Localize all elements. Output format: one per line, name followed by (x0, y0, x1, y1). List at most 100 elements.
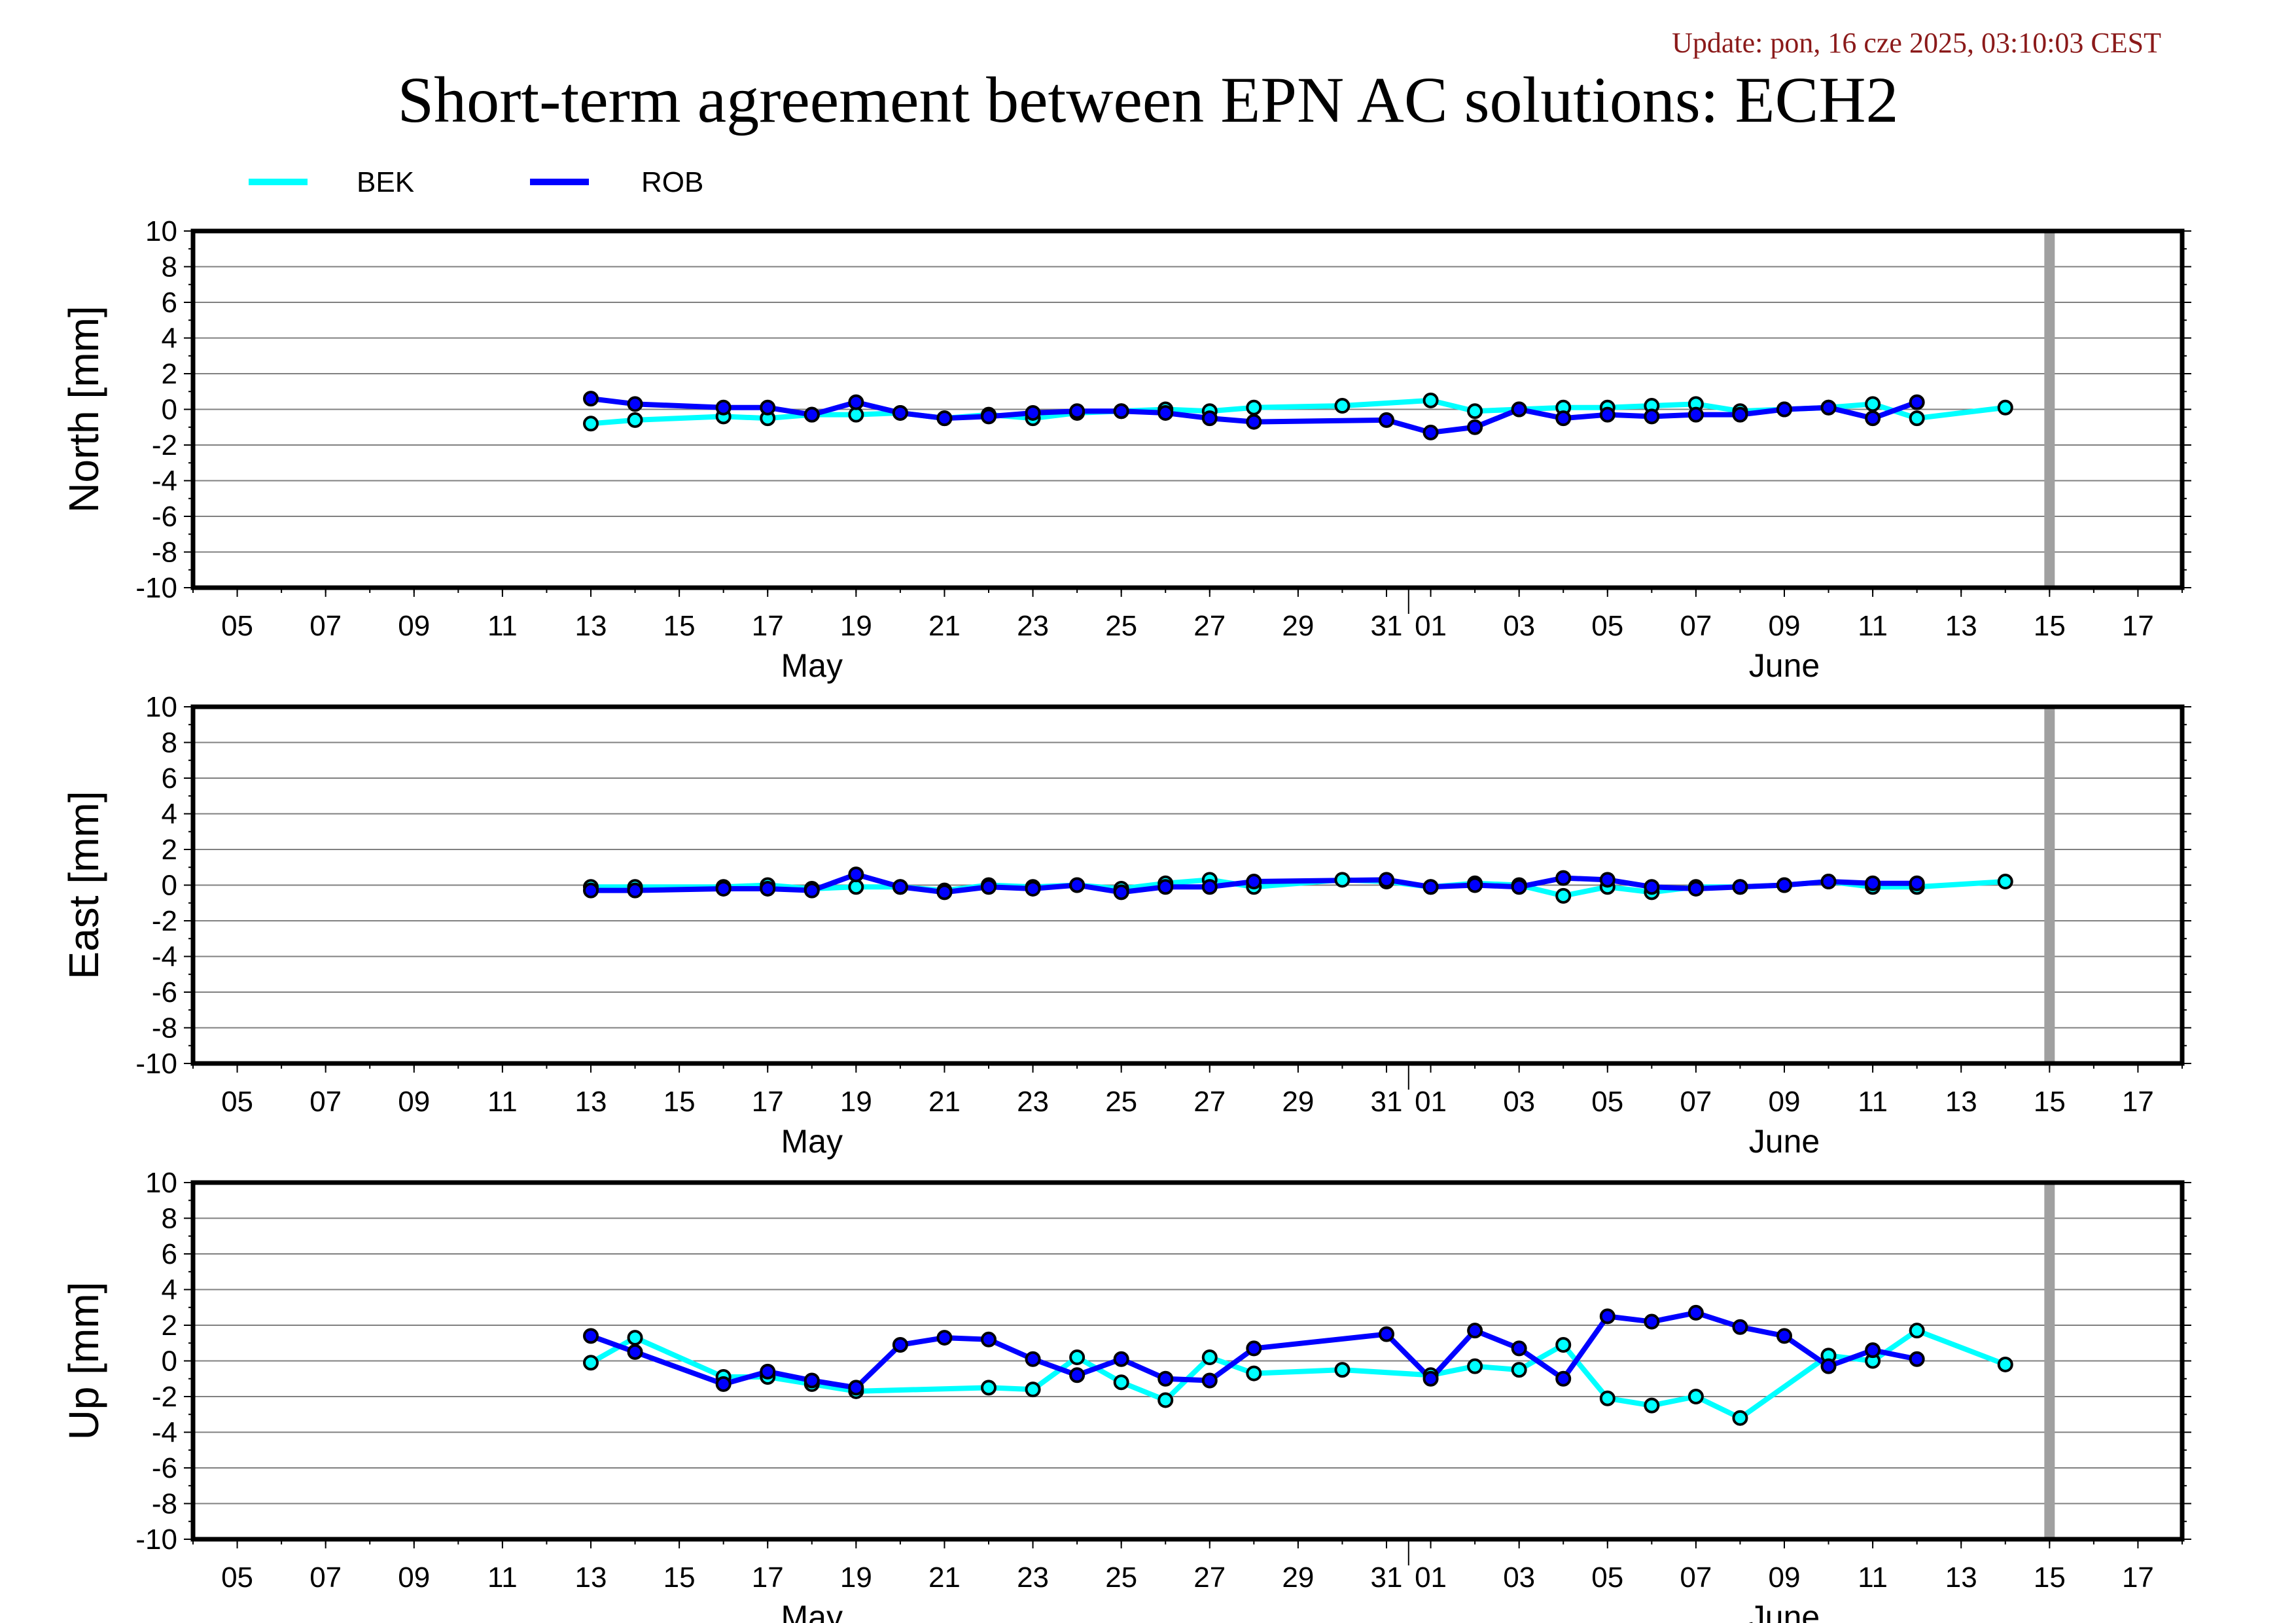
x-tick-label: 19 (840, 610, 872, 642)
x-tick-label: 27 (1193, 1086, 1226, 1118)
x-tick-label: 25 (1105, 610, 1137, 642)
data-point-rob (583, 882, 599, 899)
data-point-rob (981, 879, 997, 895)
data-point-bek (1113, 1374, 1129, 1391)
data-point-bek (1157, 1392, 1174, 1408)
x-tick-label: 07 (309, 1561, 342, 1594)
x-tick-label: 27 (1193, 610, 1226, 642)
y-tick-label: 10 (145, 215, 177, 247)
x-tick-label: 05 (1591, 1561, 1623, 1594)
x-tick-label: 15 (2034, 610, 2066, 642)
data-point-rob (892, 1336, 908, 1353)
data-point-bek (1732, 1410, 1748, 1426)
data-point-rob (1201, 879, 1218, 895)
data-point-rob (804, 1372, 820, 1389)
data-point-rob (715, 880, 732, 897)
data-point-rob (1687, 1304, 1704, 1321)
data-point-rob (1776, 401, 1792, 418)
data-point-rob (1644, 408, 1660, 425)
data-point-rob (1422, 1370, 1439, 1387)
data-point-rob (1157, 404, 1174, 421)
y-tick-label: 10 (145, 1167, 177, 1199)
y-tick-label: -4 (152, 1417, 177, 1449)
y-tick-label: 0 (162, 394, 177, 426)
data-point-bek (1025, 1382, 1041, 1398)
month-label: June (1749, 1123, 1820, 1160)
y-tick-label: 2 (162, 834, 177, 866)
data-point-rob (1379, 872, 1394, 888)
data-point-rob (1865, 875, 1881, 891)
data-point-rob (1555, 870, 1572, 886)
y-tick-label: -8 (152, 1012, 177, 1044)
y-tick-label: -10 (135, 1048, 177, 1080)
data-point-bek (1644, 1397, 1660, 1414)
data-point-rob (1820, 1358, 1837, 1374)
x-tick-label: 05 (221, 1086, 253, 1118)
chart-title: Short-term agreement between EPN AC solu… (397, 63, 1899, 136)
x-tick-label: 13 (1945, 1561, 1977, 1594)
y-tick-label: 4 (162, 1274, 177, 1306)
data-point-bek (1334, 872, 1351, 888)
data-point-rob (1246, 874, 1262, 890)
data-point-bek (1555, 1336, 1572, 1353)
x-tick-label: 21 (928, 610, 961, 642)
x-tick-label: 05 (221, 610, 253, 642)
y-tick-label: -2 (152, 905, 177, 937)
data-point-bek (583, 1355, 599, 1371)
y-tick-label: -4 (152, 465, 177, 497)
x-tick-label: 29 (1282, 610, 1314, 642)
data-point-rob (1069, 403, 1086, 419)
data-point-rob (715, 399, 732, 416)
data-point-rob (1025, 404, 1041, 421)
y-tick-label: 6 (162, 1238, 177, 1270)
x-tick-label: 31 (1371, 610, 1403, 642)
update-timestamp: Update: pon, 16 cze 2025, 03:10:03 CEST (1672, 27, 2161, 59)
x-tick-label: 05 (1591, 1086, 1623, 1118)
data-point-rob (1157, 879, 1174, 895)
y-axis-label: East [mm] (60, 791, 107, 979)
x-tick-label: 27 (1193, 1561, 1226, 1594)
x-tick-label: 09 (1769, 1561, 1801, 1594)
data-point-bek (1246, 399, 1262, 416)
x-tick-label: 05 (221, 1561, 253, 1594)
y-tick-label: 8 (162, 1203, 177, 1235)
data-point-bek (1246, 1365, 1262, 1382)
data-point-rob (583, 1328, 599, 1344)
y-tick-label: 0 (162, 1346, 177, 1378)
data-point-rob (760, 880, 776, 897)
data-point-rob (1732, 879, 1748, 895)
panel-east: 10 86 4 2 0-2 -4-6 -8 -10 05 07 09 11 13 15 17 19 21 23 25… (60, 691, 2191, 1160)
data-point-rob (583, 391, 599, 407)
data-point-rob (936, 410, 953, 427)
x-tick-label: 15 (2034, 1086, 2066, 1118)
data-point-rob (1467, 877, 1483, 893)
data-point-rob (1732, 1319, 1748, 1335)
data-point-bek (1422, 392, 1439, 408)
data-point-rob (1776, 1328, 1792, 1344)
x-tick-label: 09 (398, 1561, 430, 1594)
x-tick-label: 13 (1945, 1086, 1977, 1118)
data-point-rob (1113, 1351, 1129, 1367)
month-label: May (781, 647, 843, 684)
month-label: May (781, 1123, 843, 1160)
data-point-rob (1599, 406, 1616, 423)
y-tick-label: -8 (152, 537, 177, 569)
y-tick-label: 0 (162, 870, 177, 902)
data-point-rob (848, 394, 864, 410)
y-tick-label: 8 (162, 251, 177, 283)
x-tick-label: 09 (398, 1086, 430, 1118)
data-point-rob (1069, 877, 1086, 893)
y-axis-label: North [mm] (60, 306, 107, 512)
data-point-bek (1865, 396, 1881, 412)
x-tick-label: 31 (1371, 1086, 1403, 1118)
data-point-rob (804, 882, 820, 899)
data-point-rob (848, 866, 864, 883)
data-point-bek (848, 406, 864, 423)
data-point-bek (848, 879, 864, 895)
data-point-rob (1113, 884, 1129, 901)
data-point-rob (1820, 874, 1837, 890)
x-tick-label: 13 (1945, 610, 1977, 642)
data-point-rob (1732, 406, 1748, 423)
y-tick-label: -4 (152, 941, 177, 973)
